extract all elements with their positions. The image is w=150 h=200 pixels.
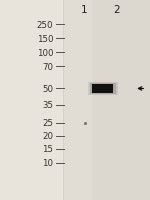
Text: 25: 25 xyxy=(42,119,53,127)
Text: 50: 50 xyxy=(42,85,53,93)
Text: 1: 1 xyxy=(81,5,87,15)
Bar xyxy=(92,0,150,200)
Bar xyxy=(90,83,116,95)
Bar xyxy=(63,0,92,200)
Text: 35: 35 xyxy=(42,101,53,109)
Text: 150: 150 xyxy=(37,35,53,43)
Bar xyxy=(88,82,118,96)
Text: 100: 100 xyxy=(37,49,53,57)
Text: 2: 2 xyxy=(114,5,120,15)
Text: 70: 70 xyxy=(42,63,53,71)
Text: 15: 15 xyxy=(42,145,53,153)
Text: 250: 250 xyxy=(37,21,53,29)
Bar xyxy=(63,0,150,200)
Text: 10: 10 xyxy=(42,159,53,167)
Bar xyxy=(92,85,113,93)
Text: 20: 20 xyxy=(42,132,53,140)
